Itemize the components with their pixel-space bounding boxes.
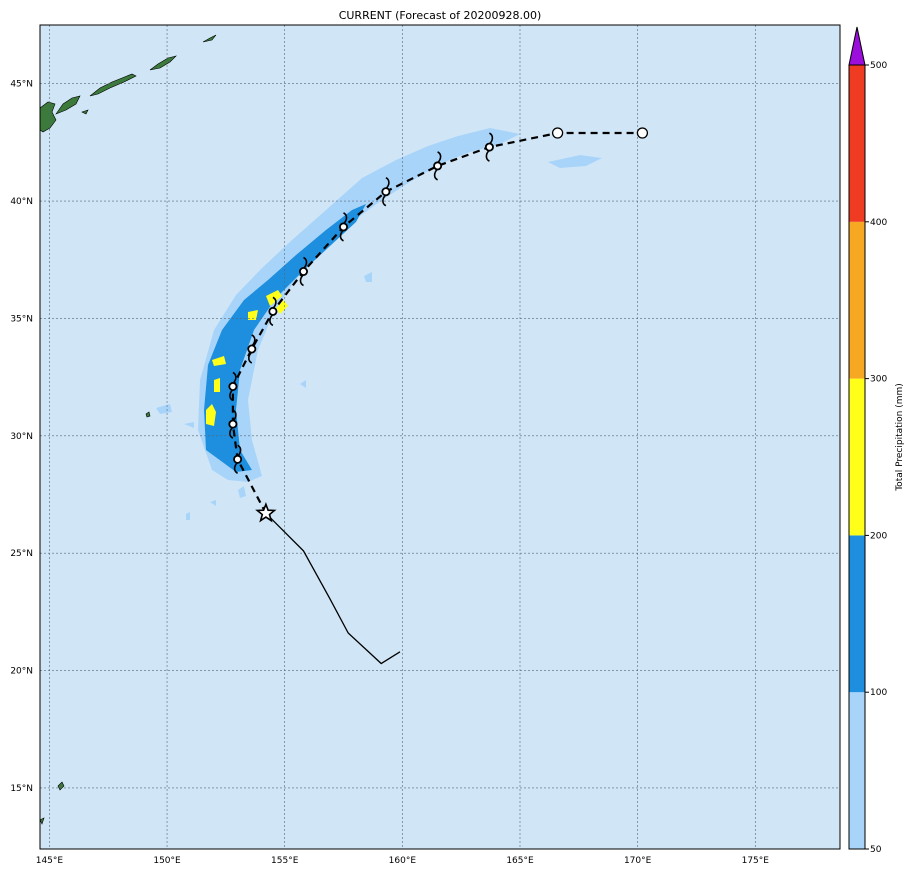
colorbar-frame — [848, 64, 866, 850]
post-tropical-symbols — [551, 127, 649, 139]
lat-tick-label: 15°N — [10, 784, 33, 794]
colorbar-segment — [849, 378, 865, 536]
colorbar-extend-triangle — [848, 26, 866, 66]
precip-200-300-cells — [206, 290, 288, 426]
colorbar-tick-label: 50 — [870, 845, 882, 855]
storm-symbols — [228, 132, 494, 475]
colorbar-tick-label: 400 — [870, 218, 887, 228]
lat-tick-label: 40°N — [10, 197, 33, 207]
colorbar-segment — [849, 535, 865, 693]
land-masses — [40, 34, 217, 825]
colorbar: 50 100 200 300 400 500 Total Precipitation (m… — [848, 26, 905, 855]
lon-tick-label: 160°E — [389, 856, 417, 866]
lat-tick-label: 25°N — [10, 549, 33, 559]
land-marcus — [145, 411, 151, 418]
colorbar-label: Total Precipitation (mm) — [895, 383, 905, 492]
land-kuril-1 — [55, 95, 81, 115]
land-kuril-2 — [81, 109, 89, 115]
colorbar-ticks: 50 100 200 300 400 500 — [865, 61, 887, 855]
land-kuril-5 — [202, 34, 217, 43]
post-tropical-icon — [551, 127, 564, 139]
colorbar-segment — [849, 692, 865, 849]
colorbar-tick-label: 500 — [870, 61, 887, 71]
graticule-lines — [40, 25, 840, 849]
colorbar-segments — [849, 65, 865, 849]
lon-tick-label: 145°E — [36, 856, 64, 866]
post-tropical-icon — [636, 127, 649, 139]
current-position-star-icon — [255, 502, 277, 523]
colorbar-segment — [849, 221, 865, 379]
tropical-storm-icon — [228, 371, 238, 402]
lon-tick-label: 155°E — [271, 856, 299, 866]
tropical-storm-icon — [233, 444, 243, 475]
land-islet-2 — [40, 817, 45, 825]
longitude-ticks: 145°E 150°E 155°E 160°E 165°E 170°E 175°E — [36, 856, 770, 866]
tropical-storm-icon — [484, 132, 494, 162]
past-track-line — [265, 512, 401, 665]
land-islet-1 — [57, 781, 65, 791]
tropical-storm-icon — [381, 176, 391, 207]
lat-tick-label: 35°N — [10, 314, 33, 324]
precipitation-field — [156, 128, 602, 520]
lon-tick-label: 165°E — [506, 856, 534, 866]
tropical-storm-icon — [299, 256, 308, 287]
tropical-storm-icon — [228, 409, 238, 439]
lat-tick-label: 30°N — [10, 432, 33, 442]
lat-tick-label: 20°N — [10, 667, 33, 677]
colorbar-tick-label: 300 — [870, 375, 887, 385]
map-title: CURRENT (Forecast of 20200928.00) — [339, 9, 542, 22]
map-frame — [39, 24, 841, 850]
precip-50-100-band — [548, 155, 602, 168]
lat-tick-label: 45°N — [10, 80, 33, 90]
lon-tick-label: 170°E — [624, 856, 652, 866]
colorbar-tick-label: 100 — [870, 688, 887, 698]
lon-tick-label: 150°E — [153, 856, 181, 866]
land-kuril-3 — [89, 73, 137, 97]
land-kuril-4 — [149, 55, 177, 71]
tropical-storm-icon — [433, 151, 443, 181]
map-panel: 145°E 150°E 155°E 160°E 165°E 170°E 175°E 15°N… — [10, 24, 841, 866]
lon-tick-label: 175°E — [742, 856, 770, 866]
land-hokkaido — [40, 101, 57, 133]
colorbar-tick-label: 200 — [870, 531, 887, 541]
storm-track — [228, 127, 649, 665]
colorbar-segment — [849, 65, 865, 222]
tropical-storm-icon — [339, 212, 348, 242]
tropical-storm-icon — [247, 334, 257, 364]
precip-100-200-band — [204, 204, 366, 472]
tropical-storm-icon — [268, 296, 278, 327]
latitude-ticks: 15°N 20°N 25°N 30°N 35°N 40°N 45°N — [10, 80, 33, 794]
